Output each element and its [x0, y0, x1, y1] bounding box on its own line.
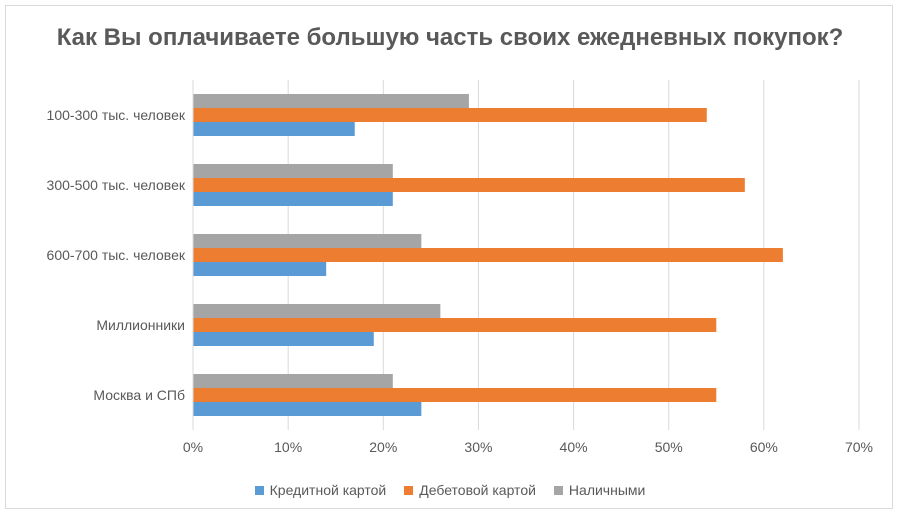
- bar: [193, 304, 441, 318]
- x-tick-label: 70%: [845, 439, 873, 455]
- x-tick-label: 60%: [750, 439, 778, 455]
- x-tick-label: 40%: [560, 439, 588, 455]
- legend: Кредитной картой Дебетовой картой Наличным…: [0, 482, 900, 498]
- x-tick-label: 10%: [274, 439, 302, 455]
- bar: [193, 108, 707, 122]
- legend-label: Дебетовой картой: [419, 482, 536, 498]
- legend-swatch: [553, 485, 563, 495]
- bar: [193, 94, 469, 108]
- bar: [193, 318, 717, 332]
- category-label: Москва и СПб: [93, 387, 185, 403]
- bar: [193, 164, 393, 178]
- legend-label: Кредитной картой: [269, 482, 387, 498]
- category-label: 100-300 тыс. человек: [47, 107, 186, 123]
- legend-item: Наличными: [553, 482, 646, 498]
- legend-item: Кредитной картой: [254, 482, 387, 498]
- bar: [193, 262, 327, 276]
- bar: [193, 332, 374, 346]
- bar: [193, 122, 355, 136]
- legend-swatch: [404, 485, 414, 495]
- bar: [193, 388, 717, 402]
- bar: [193, 234, 422, 248]
- category-label: 600-700 тыс. человек: [47, 247, 186, 263]
- chart-title: Как Вы оплачиваете большую часть своих е…: [56, 24, 844, 51]
- bar: [193, 178, 745, 192]
- bar: [193, 374, 393, 388]
- bar: [193, 402, 422, 416]
- legend-item: Дебетовой картой: [404, 482, 536, 498]
- x-tick-label: 0%: [183, 439, 203, 455]
- category-label: 300-500 тыс. человек: [47, 177, 186, 193]
- legend-label: Наличными: [568, 482, 646, 498]
- bar: [193, 192, 393, 206]
- x-tick-label: 50%: [655, 439, 683, 455]
- legend-swatch: [254, 485, 264, 495]
- bar: [193, 248, 783, 262]
- x-tick-label: 30%: [464, 439, 492, 455]
- x-tick-label: 20%: [369, 439, 397, 455]
- category-label: Миллионники: [96, 317, 185, 333]
